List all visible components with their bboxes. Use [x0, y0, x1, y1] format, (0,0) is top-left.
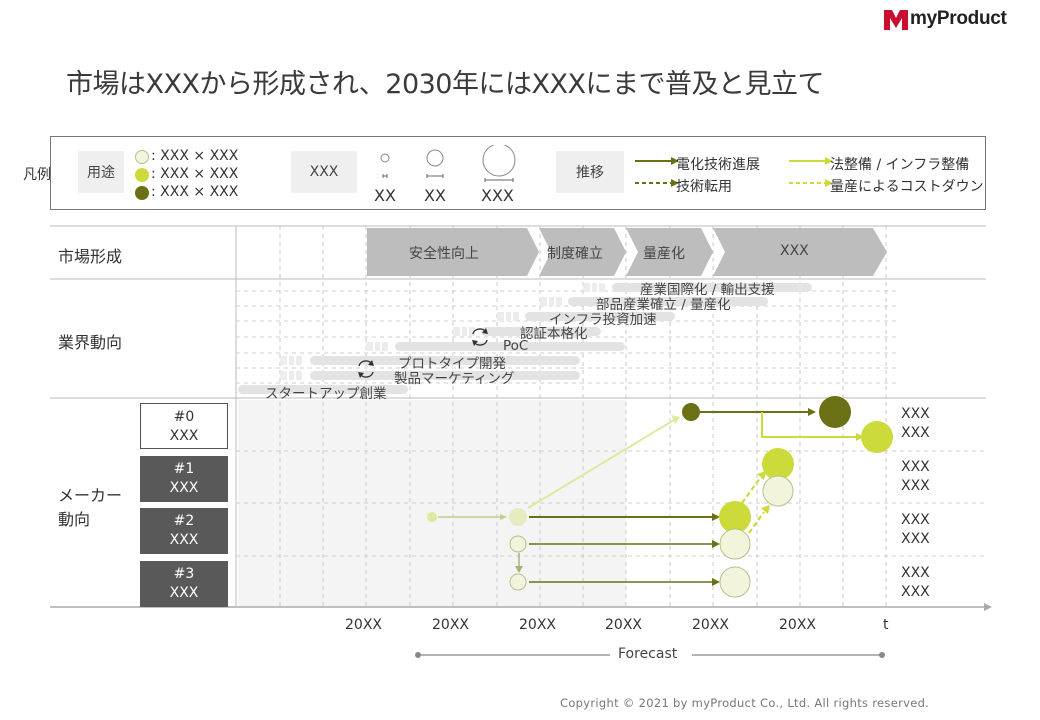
chevron-mass-production	[626, 228, 713, 276]
row-label-market: 市場形成	[58, 247, 123, 266]
node-lime-large	[762, 448, 794, 480]
node-pale-large	[762, 475, 794, 507]
node-pale-large	[719, 566, 751, 598]
legend-usage-item: : XXX × XXX	[151, 166, 239, 182]
phase-label: XXX	[780, 243, 809, 259]
x-tick-label: 20XX	[519, 617, 556, 633]
x-tick-label: t	[883, 617, 889, 633]
right-label: XXX	[901, 531, 930, 547]
size-label-large: XXX	[481, 186, 514, 205]
trend-item-tech-transfer: 技術転用	[676, 179, 732, 195]
usage-olive-dot-icon	[135, 186, 149, 200]
trend-label: 認証本格化	[520, 326, 588, 342]
copyright: Copyright © 2021 by myProduct Co., Ltd. …	[560, 696, 930, 710]
node-lime-large	[719, 501, 751, 533]
right-label: XXX	[901, 425, 930, 441]
node-olive-large	[819, 396, 851, 428]
legend-usage-item: : XXX × XXX	[151, 184, 239, 200]
trend-arrows-lime-icon	[789, 157, 833, 187]
right-label: XXX	[901, 584, 930, 600]
usage-lime-dot-icon	[135, 168, 149, 182]
maker-id: #0	[173, 409, 195, 425]
right-label: XXX	[901, 512, 930, 528]
phase-label: 量産化	[643, 246, 685, 262]
page-title: 市場はXXXから形成され、2030年にはXXXにまで普及と見立て	[66, 69, 824, 100]
trend-item-electrification: 電化技術進展	[676, 157, 760, 173]
node-olive-small	[682, 403, 700, 421]
x-tick-label: 20XX	[779, 617, 816, 633]
maker-box-3: #3 XXX	[140, 561, 228, 607]
right-label: XXX	[901, 459, 930, 475]
phase-label: 制度確立	[547, 246, 603, 262]
maker-name: XXX	[169, 428, 199, 444]
trend-label: プロトタイプ開発	[398, 356, 506, 372]
node-lime-large	[861, 421, 893, 453]
maker-id: #2	[173, 513, 195, 529]
chevron-institution	[539, 228, 626, 276]
legend-trend-tag: 推移	[556, 151, 624, 193]
chevron-xxx	[713, 228, 887, 276]
x-tick-label: 20XX	[432, 617, 469, 633]
brand-name: myProduct	[910, 8, 1007, 29]
size-circles-icon	[380, 145, 516, 182]
size-label-medium: XX	[424, 186, 446, 205]
legend-box: 凡例 用途 : XXX × XXX : XXX × XXX : XXX × XX…	[23, 136, 986, 210]
cycle-icon	[472, 328, 488, 346]
node-pale-medium	[509, 508, 527, 526]
maker-right-label-1: XXX XXX	[901, 458, 930, 496]
trend-label: スタートアップ創業	[265, 386, 387, 402]
maker-right-label-2: XXX XXX	[901, 511, 930, 549]
legend-usage-tag: 用途	[78, 151, 124, 193]
legend-usage-item: : XXX × XXX	[151, 148, 239, 164]
node-pale-medium	[509, 573, 527, 591]
trend-label: 製品マーケティング	[394, 371, 515, 387]
maker-box-0: #0 XXX	[140, 403, 228, 449]
node-pale-small	[427, 512, 437, 522]
maker-box-2: #2 XXX	[140, 508, 228, 554]
maker-right-label-3: XXX XXX	[901, 564, 930, 602]
size-label-small: XX	[374, 186, 396, 205]
x-tick-label: 20XX	[345, 617, 382, 633]
trend-label: 部品産業確立 / 量産化	[596, 297, 731, 313]
maker-name: XXX	[169, 585, 199, 601]
brand-mark-icon	[884, 10, 908, 30]
brand-logo: myProduct	[884, 8, 1034, 32]
maker-right-label-0: XXX XXX	[901, 405, 930, 443]
phase-label: 安全性向上	[409, 246, 479, 262]
trend-label: PoC	[503, 338, 529, 354]
node-pale-large	[719, 528, 751, 560]
right-label: XXX	[901, 478, 930, 494]
maker-name: XXX	[169, 532, 199, 548]
usage-pale-dot-icon	[135, 150, 149, 164]
chevron-safety	[367, 228, 539, 276]
legend-label: 凡例	[23, 167, 51, 183]
maker-name: XXX	[169, 480, 199, 496]
trend-arrows-olive-icon	[635, 157, 679, 187]
right-label: XXX	[901, 406, 930, 422]
maker-id: #3	[173, 566, 195, 582]
node-pale-medium	[509, 535, 527, 553]
forecast-label: Forecast	[618, 646, 678, 662]
trend-label: 産業国際化 / 輸出支援	[640, 282, 775, 298]
row-label-industry: 業界動向	[58, 333, 123, 352]
row-label-maker: メーカー 動向	[58, 486, 123, 529]
maker-box-1: #1 XXX	[140, 456, 228, 502]
x-tick-label: 20XX	[605, 617, 642, 633]
cycle-icon	[358, 360, 374, 378]
maker-id: #1	[173, 461, 195, 477]
trend-item-cost-down: 量産によるコストダウン	[830, 179, 984, 195]
trend-label: インフラ投資加速	[549, 312, 657, 328]
trend-item-legal-infra: 法整備 / インフラ整備	[830, 157, 970, 173]
x-tick-label: 20XX	[692, 617, 729, 633]
right-label: XXX	[901, 565, 930, 581]
legend-size-tag: XXX	[291, 151, 357, 193]
